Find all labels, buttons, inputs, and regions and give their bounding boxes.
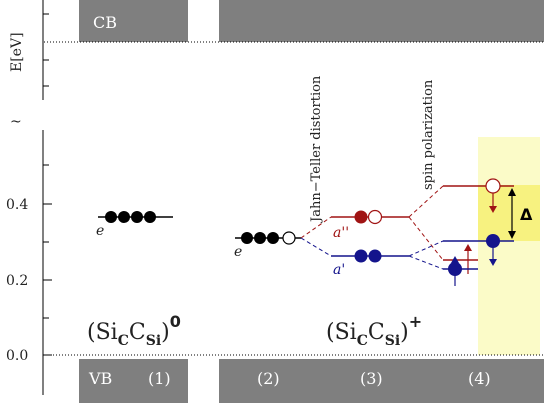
delta-label: Δ [520, 205, 533, 224]
vb-bar-right [219, 359, 544, 403]
electron-hole [485, 178, 501, 194]
jahn-teller-label: Jahn−Teller distortion [309, 75, 324, 224]
y-tick-label-0.2: 0.2 [6, 273, 28, 289]
spin-split-line [408, 185, 444, 218]
vb-label: VB [88, 369, 112, 388]
level-label-a-double-prime: a'' [333, 225, 349, 241]
electron-filled [254, 232, 266, 244]
electron-filled [105, 211, 117, 223]
column-label-3: (3) [360, 369, 383, 388]
formula-plus: (SiCCSi)+ [326, 312, 422, 349]
level-label-a-prime: a' [333, 262, 345, 278]
cb-label: CB [93, 13, 117, 32]
electron-filled [486, 234, 500, 248]
electron-filled [368, 249, 382, 263]
electron-filled [118, 211, 130, 223]
spin-highlight-region [478, 137, 540, 355]
y-axis-title: E[eV] [9, 32, 25, 72]
electron-filled [354, 210, 368, 224]
split-line-upper [300, 216, 332, 239]
electron-hole [282, 231, 296, 245]
electron-filled [131, 211, 143, 223]
spin-arrowhead [489, 259, 497, 266]
spin-polarization-label: spin polarization [421, 79, 436, 190]
spin-arrowhead [464, 244, 472, 251]
spin-split-line [408, 216, 444, 261]
column-label-1: (1) [148, 369, 171, 388]
electron-hole [367, 209, 383, 225]
electron-filled [267, 232, 279, 244]
vb-bar-left [79, 359, 188, 403]
spin-arrowhead [489, 206, 497, 213]
column-label-4: (4) [468, 369, 491, 388]
electron-filled [354, 249, 368, 263]
delta-arrowhead-down [508, 231, 516, 239]
delta-arrowhead-up [508, 188, 516, 196]
column-label-2: (2) [257, 369, 280, 388]
axis-break-symbol: ~ [10, 114, 22, 130]
level-label-e1: e [96, 223, 104, 239]
y-tick-label-0.4: 0.4 [6, 197, 28, 213]
formula-neutral: (SiCCSi)0 [87, 312, 181, 349]
y-tick-label-0.0: 0.0 [6, 348, 28, 364]
cb-bar-right [219, 0, 544, 42]
spin-split-line [408, 240, 444, 257]
spin-split-line [408, 255, 444, 270]
electron-filled [241, 232, 253, 244]
cb-bar-left [79, 0, 188, 42]
level-label-e2: e [234, 244, 242, 260]
split-line-lower [300, 237, 332, 257]
spin-arrowhead [451, 256, 459, 263]
electron-filled [144, 211, 156, 223]
